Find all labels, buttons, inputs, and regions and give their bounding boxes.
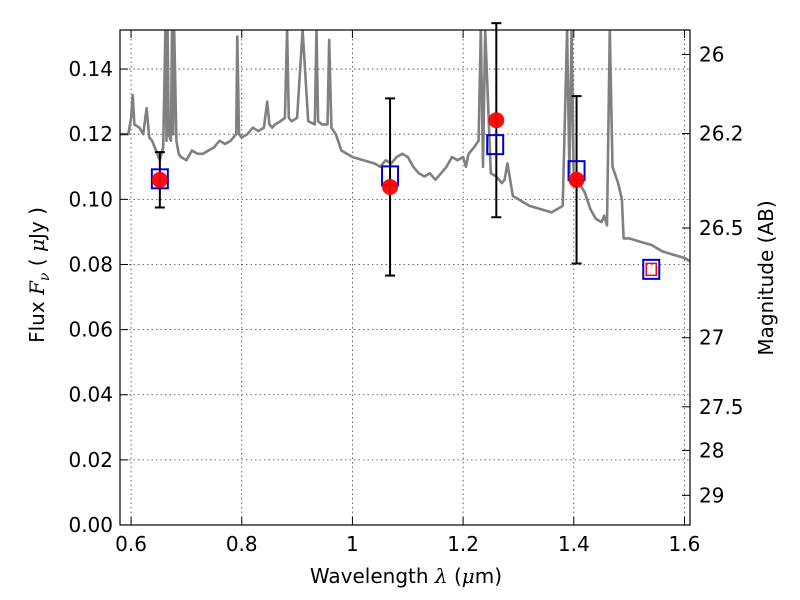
y-tick-label: 0.08 — [68, 252, 113, 276]
y2-tick-label: 26.5 — [699, 216, 744, 240]
y2-tick-label: 26.2 — [699, 122, 744, 146]
model-flux-square — [486, 134, 505, 156]
x-tick-label: 1.2 — [447, 532, 479, 556]
y2-axis-title: Magnitude (AB) — [754, 200, 778, 355]
model-spectrum-line — [120, 30, 690, 263]
x-axis-title: Wavelength λ (μm) — [310, 564, 502, 588]
observed-flux-point — [151, 171, 168, 188]
observed-flux-point — [568, 171, 585, 188]
upper-limit-square — [645, 262, 658, 277]
plot-area — [120, 30, 690, 263]
y2-tick-label: 29 — [699, 483, 724, 507]
y-tick-label: 0.12 — [68, 122, 113, 146]
y2-tick-label: 28 — [699, 438, 724, 462]
x-axis: 0.6 0.8 1 1.2 1.4 1.6 — [115, 30, 700, 556]
x-tick-label: 0.8 — [226, 532, 258, 556]
y-tick-label: 0.14 — [68, 57, 113, 81]
y-axis: 0.00 0.02 0.04 0.06 0.08 0.10 0.12 0.14 — [68, 57, 128, 537]
y2-tick-label: 27.5 — [699, 395, 744, 419]
y-tick-label: 0.04 — [68, 383, 113, 407]
y-tick-label: 0.00 — [68, 513, 113, 537]
y2-tick-label: 26 — [699, 42, 724, 66]
data-markers — [150, 112, 661, 280]
model-flux-square — [642, 258, 661, 280]
y-tick-label: 0.02 — [68, 448, 113, 472]
y2-axis: 26 26.2 26.5 27 27.5 28 29 — [682, 42, 744, 507]
model-flux-square — [150, 168, 169, 190]
x-tick-label: 1 — [346, 532, 359, 556]
y-axis-title: Flux Fν ( μJy ) — [25, 207, 53, 343]
x-tick-label: 1.6 — [669, 532, 701, 556]
x-tick-label: 0.6 — [115, 532, 147, 556]
observed-flux-point — [382, 178, 399, 195]
observed-flux-point — [488, 112, 505, 129]
y-tick-label: 0.10 — [68, 187, 113, 211]
y-tick-label: 0.06 — [68, 318, 113, 342]
x-tick-label: 1.4 — [558, 532, 590, 556]
plot-frame — [119, 29, 691, 526]
y2-tick-label: 27 — [699, 326, 724, 350]
